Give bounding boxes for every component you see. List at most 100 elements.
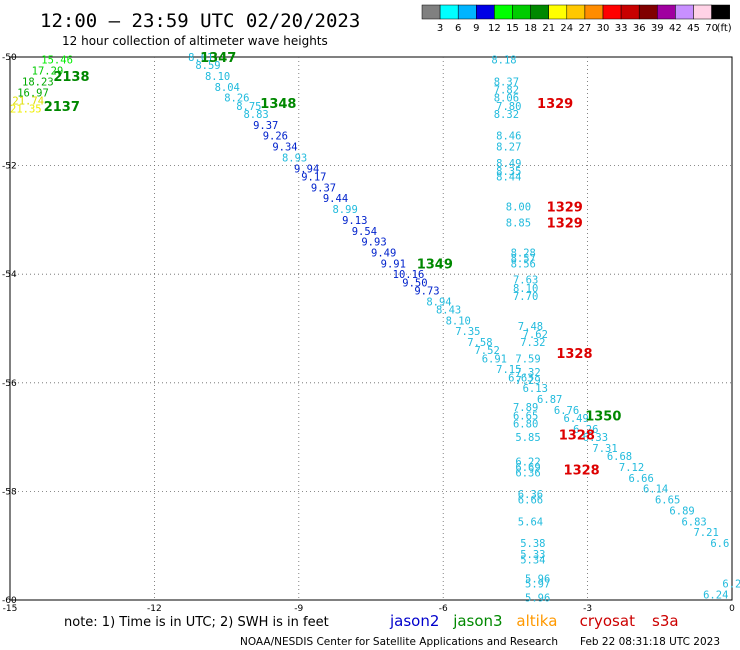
color-scale-swatch	[512, 4, 531, 20]
data-point: 7.15	[496, 364, 521, 376]
track-label: 1329	[537, 97, 573, 112]
color-scale-swatch	[693, 4, 712, 20]
data-point: 8.43	[436, 304, 461, 316]
color-scale-swatch	[620, 4, 640, 20]
series-legend-item: jason3	[452, 612, 502, 630]
data-point: 7.63	[513, 275, 538, 287]
data-point: 8.75	[236, 101, 261, 113]
data-point: 7.35	[455, 326, 480, 338]
footer: note: 1) Time is in UTC; 2) SWH is in fe…	[64, 612, 720, 648]
data-point: 8.06	[494, 93, 519, 105]
data-point: 5.96	[525, 592, 550, 604]
x-tick-label: -6	[439, 604, 448, 614]
data-point: 6.36	[515, 467, 540, 479]
color-scale-label: 24	[560, 23, 573, 34]
color-scale-swatch	[657, 4, 676, 20]
color-scale-label: 3	[437, 23, 443, 34]
data-point: 6.6	[710, 538, 729, 550]
track-label: 2138	[53, 70, 89, 85]
color-scale-swatch	[711, 4, 730, 20]
data-point: 17.29	[32, 66, 64, 78]
data-point: 8.10	[513, 283, 538, 295]
chart-title: 12:00 – 23:59 UTC 02/20/2023	[40, 10, 360, 32]
color-scale-label: 9	[473, 23, 479, 34]
data-point: 7.12	[619, 462, 644, 474]
x-tick-label: 0	[729, 604, 735, 614]
data-point: 6.13	[523, 383, 548, 395]
color-scale-swatch	[530, 4, 549, 20]
series-legend-item: s3a	[652, 612, 679, 630]
data-point: 7.32	[520, 337, 545, 349]
axis-ticks: -15 -12 -9 -6 -3 0 -50 -52 -54 -56 -58 -60	[2, 53, 735, 614]
data-point: 8.26	[224, 93, 249, 105]
data-point: 8.56	[511, 258, 536, 270]
data-point: 6.65	[655, 495, 680, 507]
data-point: 8.35	[496, 166, 521, 178]
series-legend-item: cryosat	[580, 612, 635, 630]
color-scale-swatch	[457, 4, 477, 20]
color-scale-swatch	[548, 4, 568, 20]
data-point: 8.10	[446, 315, 471, 327]
data-point: 21.35	[10, 104, 42, 116]
data-point: 5.85	[515, 432, 540, 444]
color-scale-label: 12	[488, 23, 501, 34]
data-point: 7.52	[474, 345, 499, 357]
color-scale-label: 15	[506, 23, 519, 34]
track-label: 1350	[585, 409, 621, 424]
data-point: 6.49	[564, 413, 589, 425]
data-point: 6.66	[518, 495, 543, 507]
data-point: 16.97	[17, 87, 49, 99]
data-point: 9.13	[342, 215, 367, 227]
data-point: 8.93	[282, 152, 307, 164]
data-point: 5.34	[520, 554, 545, 566]
track-label: 1328	[564, 464, 600, 479]
data-point: 8.85	[506, 218, 531, 230]
data-point: 6.63	[508, 372, 533, 384]
data-point: 9.50	[402, 277, 427, 289]
data-point: 8.83	[243, 109, 268, 121]
y-tick-label: -56	[2, 379, 17, 389]
footer-note: note: 1) Time is in UTC; 2) SWH is in fe…	[64, 615, 329, 630]
data-point: 8.49	[496, 158, 521, 170]
data-point: 6.68	[607, 451, 632, 463]
data-point: 9.26	[263, 131, 288, 143]
data-point: 6.24	[703, 590, 728, 602]
data-point: 8.37	[494, 76, 519, 88]
data-point: 21.74	[12, 95, 44, 107]
color-scale-label: 21	[542, 23, 555, 34]
y-tick-label: -54	[2, 270, 17, 280]
color-scale-swatch	[566, 4, 586, 20]
data-point: 8.10	[205, 71, 230, 83]
color-scale-label: 27	[579, 23, 592, 34]
data-point: 7.48	[518, 321, 543, 333]
color-scale-swatch	[439, 4, 459, 20]
x-tick-label: -3	[583, 604, 592, 614]
x-tick-label: -9	[294, 604, 303, 614]
data-point: 8.00	[506, 201, 531, 213]
data-point: 9.44	[323, 193, 348, 205]
series-legend: jason2 jason3 altika cryosat s3a	[389, 612, 679, 630]
data-point: 6.66	[629, 473, 654, 485]
footer-timestamp: Feb 22 08:31:18 UTC 2023	[580, 636, 720, 648]
data-point: 6.91	[482, 353, 507, 365]
y-tick-label: -58	[2, 487, 17, 497]
data-point: 9.73	[414, 285, 439, 297]
track-label: 1329	[547, 200, 583, 215]
plot-border	[9, 56, 733, 601]
data-point: 7.21	[693, 527, 718, 539]
track-label: 1328	[556, 347, 592, 362]
data-point: 9.37	[311, 182, 336, 194]
color-scale-unit: (ft)	[717, 23, 732, 34]
data-point: 9.93	[361, 237, 386, 249]
data-point: 5.64	[518, 516, 543, 528]
data-point: 8.04	[215, 82, 240, 94]
data-point: 7.29	[515, 375, 540, 387]
data-point: 9.17	[301, 171, 326, 183]
data-point: 8.59	[195, 60, 220, 72]
series-legend-item: altika	[516, 612, 557, 630]
data-point: 18.23	[22, 76, 54, 88]
color-scale-label: 18	[524, 23, 537, 34]
track-label: 1349	[417, 257, 453, 272]
data-point: 8.46	[496, 131, 521, 143]
data-point: 10.16	[393, 269, 425, 281]
